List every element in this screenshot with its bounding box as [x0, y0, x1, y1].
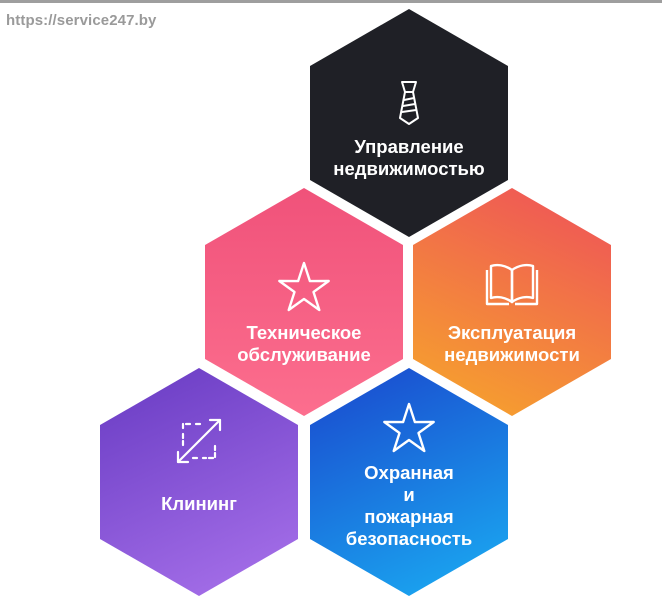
maintenance-label: Техническое обслуживание [214, 322, 394, 366]
hex-cleaning[interactable] [100, 368, 298, 596]
operation-label-line1: Эксплуатация [447, 322, 577, 343]
security-label-line4: безопасность [345, 528, 473, 549]
security-label-line2: и [403, 484, 415, 505]
tie-icon [399, 81, 419, 125]
security-label-line3: пожарная [364, 506, 454, 527]
site-url: https://service247.by [6, 12, 157, 29]
security-label: Охранная и пожарная безопасность [319, 462, 499, 550]
operation-label-line2: недвижимости [444, 344, 580, 365]
hex-security[interactable] [310, 368, 508, 596]
hex-maintenance[interactable] [205, 188, 403, 416]
top-border [0, 0, 662, 3]
management-label-line2: недвижимостью [333, 158, 485, 179]
cleaning-label: Клининг [109, 493, 289, 515]
open-book-icon [485, 263, 539, 306]
maintenance-label-line1: Техническое [246, 322, 362, 343]
management-label-line1: Управление [354, 136, 464, 157]
expand-arrows-icon [176, 418, 222, 464]
security-label-line1: Охранная [364, 462, 454, 483]
management-label: Управление недвижимостью [319, 136, 499, 180]
star-outline-icon [383, 402, 435, 453]
cleaning-label-line1: Клининг [161, 493, 237, 514]
maintenance-label-line2: обслуживание [237, 344, 371, 365]
star-outline-icon [278, 261, 330, 312]
operation-label: Эксплуатация недвижимости [422, 322, 602, 366]
